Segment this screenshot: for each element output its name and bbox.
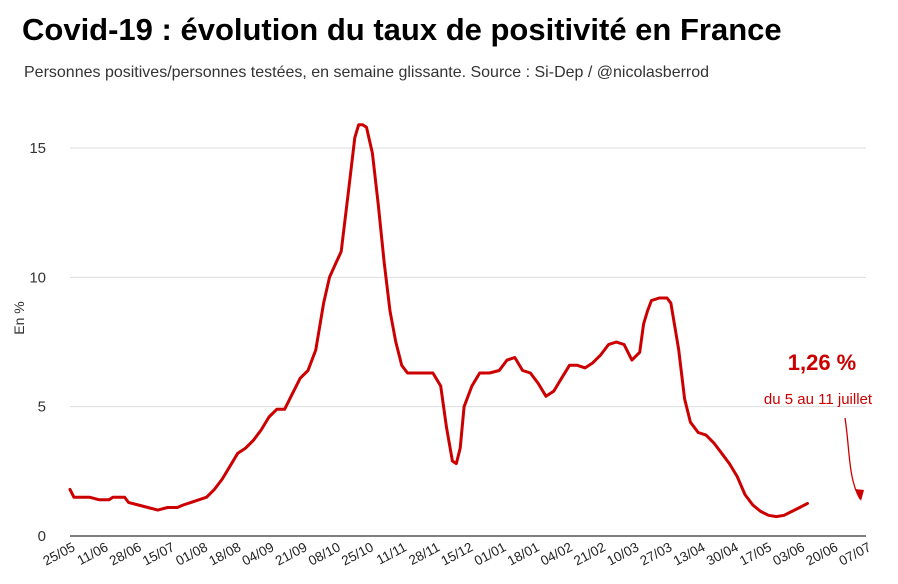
x-tick-label: 07/07 xyxy=(837,539,874,568)
callout-arrowhead xyxy=(855,489,864,501)
x-tick-label: 08/10 xyxy=(306,539,343,568)
x-tick-label: 10/03 xyxy=(604,539,641,568)
x-tick-label: 13/04 xyxy=(671,539,708,568)
x-tick-label: 18/01 xyxy=(505,539,542,568)
callout-arrow xyxy=(844,417,861,500)
series-line xyxy=(68,123,809,519)
y-axis-ticks: 0 5 10 15 xyxy=(29,140,46,545)
y-tick-label: 10 xyxy=(29,269,46,286)
latest-value-label: 1,26 % xyxy=(788,350,857,375)
x-tick-label: 04/02 xyxy=(538,539,575,568)
y-tick-label: 0 xyxy=(38,528,46,545)
gridlines xyxy=(70,147,866,537)
x-tick-label: 17/05 xyxy=(737,539,774,568)
x-tick-label: 27/03 xyxy=(638,539,675,568)
x-tick-label: 30/04 xyxy=(704,539,741,568)
x-tick-label: 25/05 xyxy=(41,539,78,568)
latest-value-callout: 1,26 % du 5 au 11 juillet xyxy=(764,350,873,501)
x-tick-label: 01/08 xyxy=(173,539,210,568)
y-axis-label: En % xyxy=(11,301,27,334)
x-tick-label: 03/06 xyxy=(770,539,807,568)
x-tick-label: 20/06 xyxy=(803,539,840,568)
x-tick-label: 28/11 xyxy=(406,539,442,568)
x-tick-label: 15/12 xyxy=(439,539,476,568)
x-tick-label: 15/07 xyxy=(140,539,177,568)
chart-title: Covid-19 : évolution du taux de positivi… xyxy=(22,12,782,47)
x-axis-ticks: 25/0511/0628/0615/0701/0818/0804/0921/09… xyxy=(41,539,874,568)
x-tick-label: 21/09 xyxy=(273,539,310,568)
y-tick-label: 15 xyxy=(29,140,46,157)
chart-subtitle: Personnes positives/personnes testées, e… xyxy=(24,64,710,81)
y-tick-label: 5 xyxy=(38,399,46,416)
x-tick-label: 11/11 xyxy=(374,539,409,567)
x-tick-label: 04/09 xyxy=(240,539,277,568)
x-tick-label: 25/10 xyxy=(339,539,376,568)
x-tick-label: 18/08 xyxy=(206,539,243,568)
latest-period-label: du 5 au 11 juillet xyxy=(764,391,873,408)
x-tick-label: 21/02 xyxy=(571,539,608,568)
x-tick-label: 01/01 xyxy=(472,539,509,568)
x-tick-label: 11/06 xyxy=(75,539,111,568)
x-tick-label: 28/06 xyxy=(107,539,144,568)
